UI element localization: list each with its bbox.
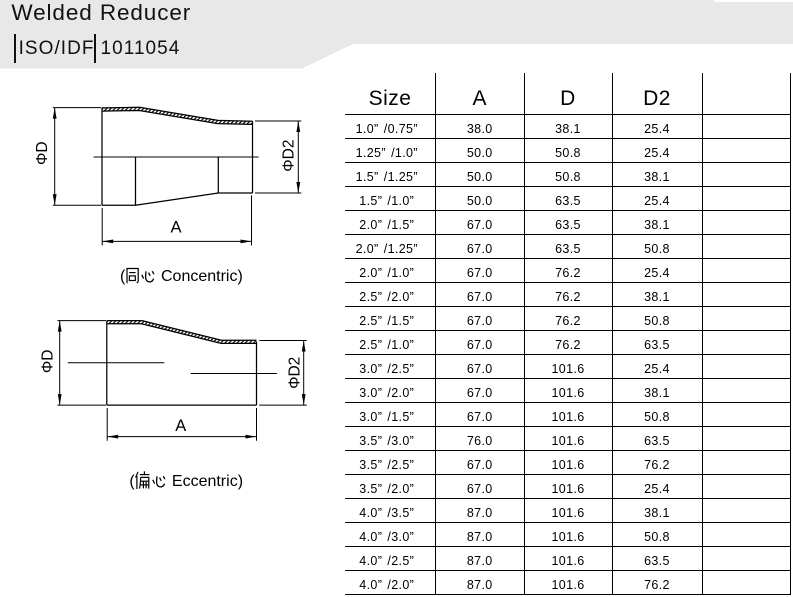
svg-text:Eccentric): Eccentric) <box>172 473 243 490</box>
svg-text:ΦD2: ΦD2 <box>281 140 298 172</box>
svg-text:A: A <box>175 417 186 435</box>
svg-text:(: ( <box>120 268 126 285</box>
svg-text:A: A <box>170 219 181 237</box>
svg-text:ΦD2: ΦD2 <box>286 357 303 389</box>
svg-text:ΦD: ΦD <box>34 141 51 165</box>
svg-text:ΦD: ΦD <box>39 350 56 374</box>
svg-text:Concentric): Concentric) <box>161 268 243 285</box>
svg-text:(: ( <box>129 473 135 490</box>
